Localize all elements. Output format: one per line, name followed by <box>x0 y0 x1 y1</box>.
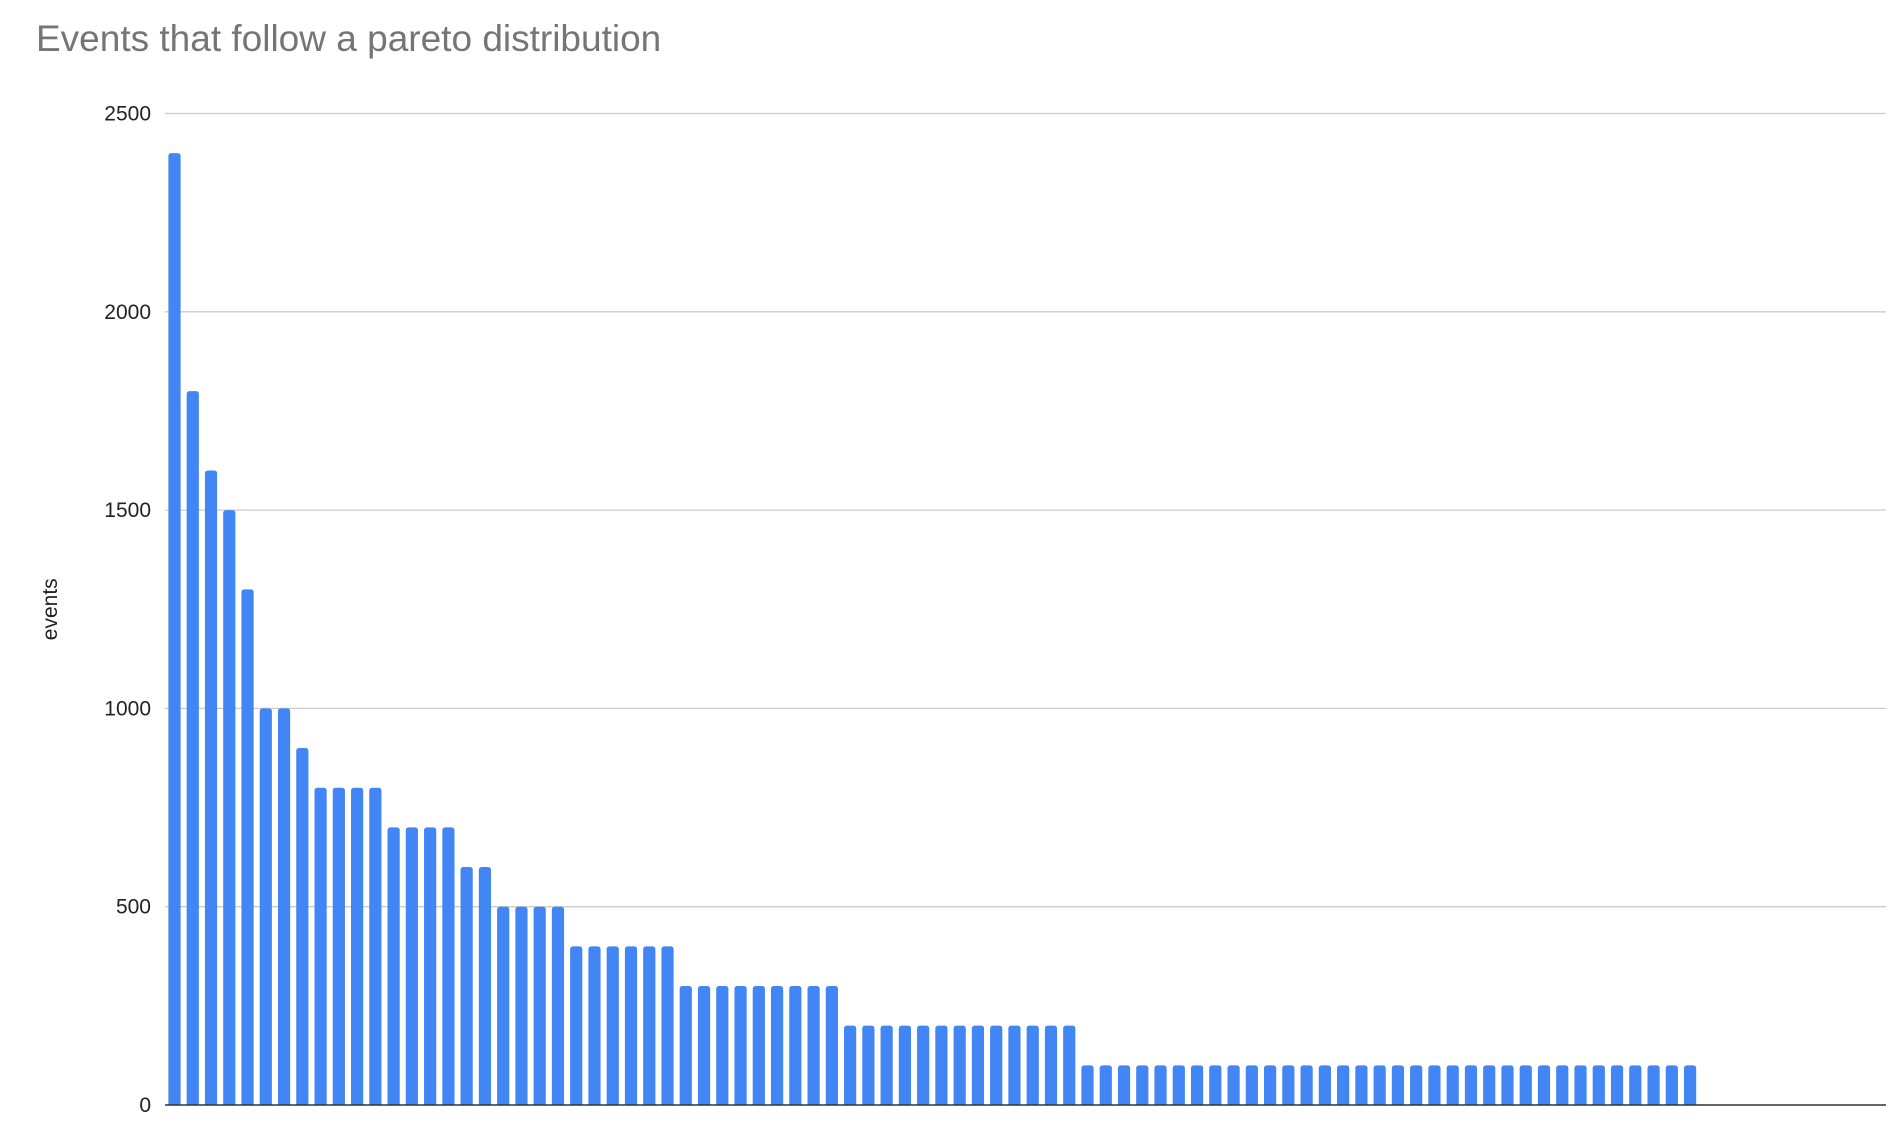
bar <box>241 589 254 1105</box>
bar <box>844 1025 857 1105</box>
bar <box>862 1025 875 1105</box>
bar <box>204 470 218 1105</box>
bar <box>460 867 473 1105</box>
bar <box>1081 1065 1094 1105</box>
bar <box>935 1025 948 1105</box>
bar <box>1665 1065 1678 1105</box>
bar <box>551 906 565 1105</box>
bar <box>1610 1065 1624 1105</box>
bar <box>1391 1065 1405 1105</box>
bar <box>1428 1065 1441 1105</box>
bar <box>1556 1065 1569 1105</box>
bar <box>1008 1025 1021 1105</box>
bar <box>1300 1065 1313 1105</box>
bar <box>734 986 747 1105</box>
bar <box>533 906 546 1105</box>
chart-title: Events that follow a pareto distribution <box>36 18 662 59</box>
bar <box>1063 1025 1076 1105</box>
y-tick-label: 1000 <box>104 697 151 720</box>
bar <box>1044 1025 1058 1105</box>
y-tick-label: 2500 <box>104 103 151 126</box>
bar <box>442 827 455 1105</box>
bar <box>1264 1065 1277 1105</box>
bar <box>825 986 838 1105</box>
bar <box>570 946 583 1105</box>
bar <box>1117 1065 1131 1105</box>
bar <box>1154 1065 1167 1105</box>
y-tick-label: 500 <box>116 896 151 919</box>
bar <box>1190 1065 1204 1105</box>
bar <box>697 986 711 1105</box>
y-tick-label: 0 <box>139 1094 151 1117</box>
bar <box>953 1025 966 1105</box>
bar <box>405 827 418 1105</box>
bar <box>1683 1065 1697 1105</box>
bar <box>259 708 272 1105</box>
bar <box>186 391 199 1105</box>
bar <box>424 827 437 1105</box>
bar <box>277 708 291 1105</box>
bar <box>1410 1065 1423 1105</box>
bar <box>588 946 601 1105</box>
bar <box>679 986 692 1105</box>
bar <box>880 1025 893 1105</box>
bar <box>1136 1065 1149 1105</box>
bar <box>917 1025 930 1105</box>
bar <box>1099 1065 1112 1105</box>
bar <box>1647 1065 1660 1105</box>
bar <box>168 153 181 1105</box>
bar <box>1318 1065 1331 1105</box>
bar <box>606 946 619 1105</box>
bar <box>1483 1065 1496 1105</box>
bar <box>770 986 784 1105</box>
bar <box>332 787 345 1105</box>
bar <box>223 510 236 1106</box>
bar <box>387 827 400 1105</box>
bar <box>1574 1065 1587 1105</box>
bar <box>1537 1065 1551 1105</box>
bar <box>314 787 327 1105</box>
bar <box>1172 1065 1185 1105</box>
bar <box>1629 1065 1642 1105</box>
bar <box>624 946 638 1105</box>
bar <box>789 986 802 1105</box>
y-axis-label: events <box>39 578 62 640</box>
bar <box>1373 1065 1386 1105</box>
bar <box>478 867 492 1105</box>
bar <box>369 787 382 1105</box>
bar <box>1245 1065 1258 1105</box>
bar <box>807 986 820 1105</box>
bar <box>1519 1065 1532 1105</box>
bar <box>1227 1065 1240 1105</box>
bar <box>497 906 510 1105</box>
bar <box>1446 1065 1459 1105</box>
bar <box>1592 1065 1605 1105</box>
bar <box>351 787 364 1105</box>
bar <box>898 1025 911 1105</box>
bar <box>990 1025 1003 1105</box>
bar <box>1355 1065 1368 1105</box>
bar <box>643 946 656 1105</box>
bar <box>1209 1065 1222 1105</box>
y-tick-label: 2000 <box>104 301 151 324</box>
bar <box>971 1025 985 1105</box>
bar <box>515 906 528 1105</box>
bar <box>752 986 765 1105</box>
bar <box>1282 1065 1295 1105</box>
bar <box>296 748 309 1105</box>
bar <box>1026 1025 1039 1105</box>
bar <box>1464 1065 1478 1105</box>
bar <box>716 986 729 1105</box>
bar <box>1501 1065 1514 1105</box>
bar <box>661 946 674 1105</box>
y-tick-label: 1500 <box>104 499 151 522</box>
bar <box>1337 1065 1350 1105</box>
